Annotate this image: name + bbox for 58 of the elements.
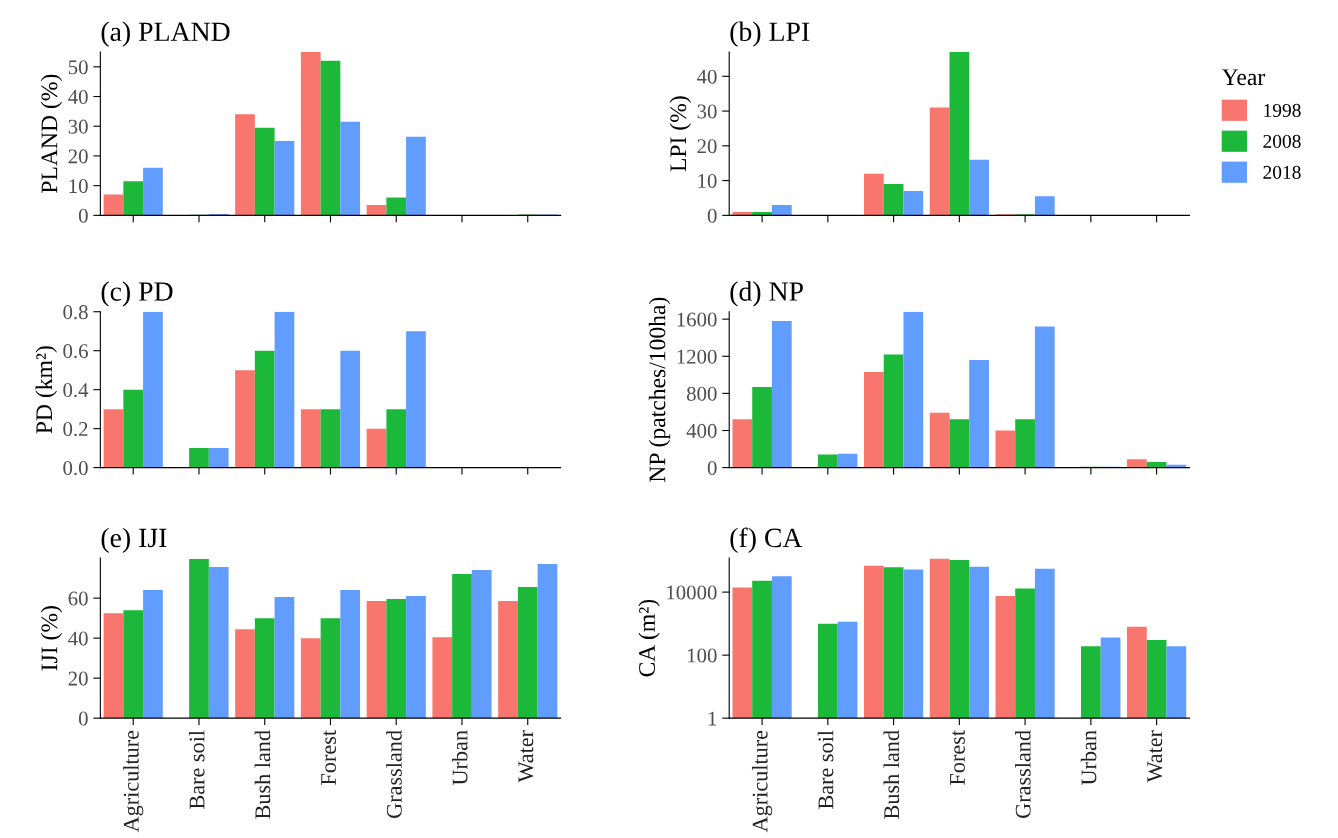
x-tick-label: Bare soil	[188, 730, 205, 809]
x-tick-label: Urban	[1080, 730, 1097, 786]
legend-label: 2018	[1263, 165, 1301, 179]
x-tick-label: Forest	[321, 730, 337, 785]
y-tick-label: 60	[68, 591, 88, 606]
x-tick-label: Water	[1147, 730, 1163, 783]
y-tick-label: 10000	[667, 585, 717, 600]
chart-title: (f) CA	[730, 527, 803, 553]
legend-label: 2008	[1263, 134, 1301, 148]
y-tick-label: 20	[697, 139, 717, 154]
chart-title: (e) IJI	[101, 527, 167, 553]
y-tick-label: 1	[708, 711, 717, 726]
chart-title: (c) PD	[101, 281, 173, 307]
y-tick-label: 20	[68, 149, 88, 164]
y-tick-label: 0	[707, 208, 717, 223]
x-tick-label: Bush land	[883, 730, 900, 819]
y-axis-title: PLAND (%)	[40, 74, 63, 193]
x-tick-label: Grassland	[386, 730, 402, 818]
y-tick-label: 0.6	[63, 344, 88, 359]
x-tick-label: Bare soil	[817, 730, 834, 809]
x-tick-label: Agriculture	[751, 730, 773, 833]
y-tick-label: 40	[68, 89, 88, 104]
y-axis-title: CA (m²)	[638, 599, 660, 677]
y-tick-label: 10	[698, 173, 717, 189]
y-tick-label: 10	[69, 179, 88, 194]
chart-title: (d) NP	[730, 281, 803, 307]
y-tick-label: 30	[68, 119, 88, 134]
y-tick-label: 30	[697, 104, 717, 119]
chart-title: (b) LPI	[730, 21, 810, 47]
x-tick-label: Water	[518, 730, 534, 783]
x-tick-label: Grassland	[1015, 730, 1031, 818]
y-tick-label: 0.0	[63, 460, 88, 476]
y-tick-label: 50	[68, 60, 88, 75]
x-tick-label: Forest	[950, 730, 965, 785]
y-axis-title: IJI (%)	[40, 606, 63, 671]
y-tick-label: 0	[78, 711, 88, 726]
y-axis-title: NP (patches/100ha)	[648, 297, 671, 482]
y-tick-label: 0.8	[63, 305, 88, 320]
y-tick-label: 40	[68, 631, 88, 646]
y-tick-label: 20	[68, 671, 88, 686]
y-axis-title: PD (km²)	[35, 346, 57, 434]
y-axis-title: LPI (%)	[669, 96, 692, 172]
y-tick-label: 800	[686, 386, 717, 401]
y-tick-label: 40	[696, 69, 717, 84]
y-tick-label: 0	[78, 208, 88, 223]
y-tick-label: 1600	[677, 312, 717, 327]
x-tick-label: Bush land	[254, 730, 271, 819]
y-tick-label: 1200	[677, 349, 717, 364]
y-tick-label: 100	[687, 648, 717, 663]
x-tick-label: Agriculture	[123, 730, 144, 833]
y-tick-label: 0	[707, 460, 717, 476]
x-tick-label: Urban	[451, 730, 468, 786]
legend-label: 1998	[1264, 103, 1301, 117]
y-tick-label: 0.4	[63, 383, 89, 398]
y-tick-label: 400	[686, 423, 717, 438]
chart-title: (a) PLAND	[101, 21, 230, 47]
legend-title: Year	[1221, 69, 1265, 86]
y-tick-label: 0.2	[63, 422, 88, 437]
